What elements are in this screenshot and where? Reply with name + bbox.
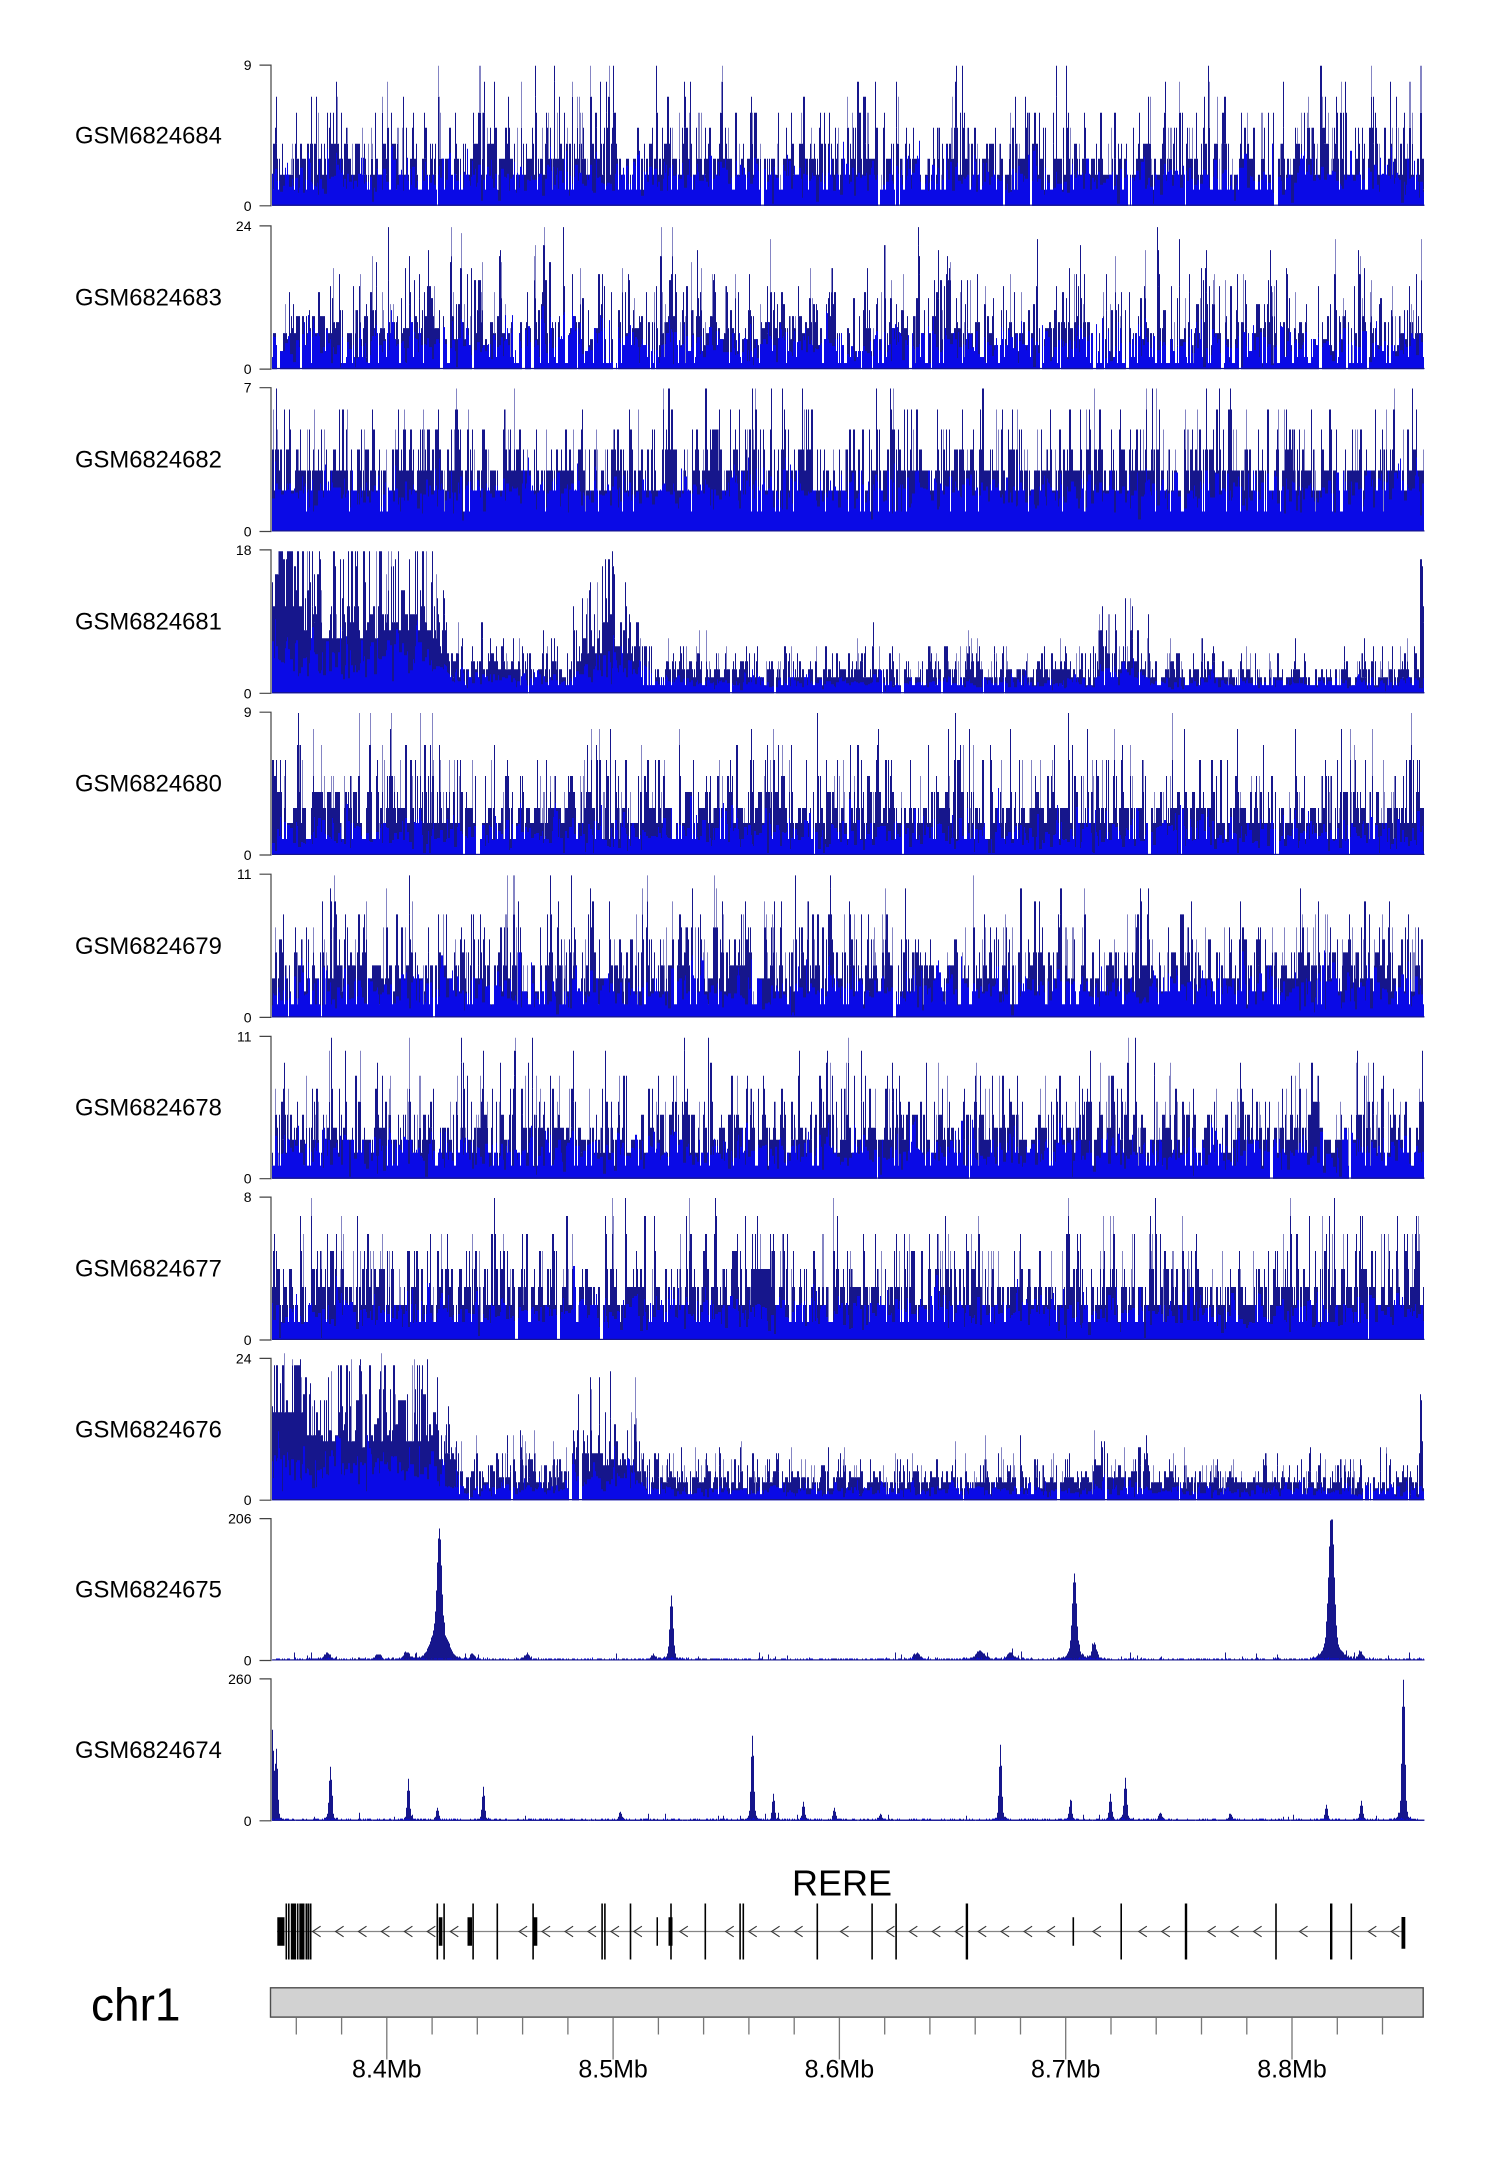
svg-text:11: 11 (237, 866, 252, 882)
svg-text:18: 18 (236, 542, 252, 558)
svg-text:GSM6824677: GSM6824677 (75, 1256, 222, 1283)
svg-text:11: 11 (237, 1028, 252, 1044)
svg-text:8.7Mb: 8.7Mb (1031, 2056, 1100, 2084)
svg-text:chr1: chr1 (91, 1979, 180, 2031)
svg-text:GSM6824681: GSM6824681 (75, 609, 222, 636)
svg-text:0: 0 (244, 198, 252, 214)
svg-text:8: 8 (244, 1189, 252, 1205)
svg-text:0: 0 (244, 1653, 252, 1669)
svg-text:GSM6824676: GSM6824676 (75, 1416, 222, 1443)
svg-text:GSM6824679: GSM6824679 (75, 933, 222, 960)
svg-text:0: 0 (244, 361, 252, 377)
svg-text:9: 9 (244, 57, 252, 73)
svg-text:0: 0 (244, 847, 252, 863)
svg-text:9: 9 (244, 704, 252, 720)
svg-text:0: 0 (244, 1171, 252, 1187)
svg-text:GSM6824683: GSM6824683 (75, 285, 222, 312)
svg-text:0: 0 (244, 524, 252, 540)
svg-text:GSM6824674: GSM6824674 (75, 1737, 222, 1764)
svg-text:0: 0 (244, 1813, 252, 1829)
svg-text:0: 0 (244, 1332, 252, 1348)
svg-text:8.6Mb: 8.6Mb (805, 2056, 874, 2084)
svg-text:8.4Mb: 8.4Mb (352, 2056, 421, 2084)
svg-text:0: 0 (244, 1492, 252, 1508)
svg-text:GSM6824682: GSM6824682 (75, 447, 222, 474)
svg-text:7: 7 (244, 380, 252, 396)
svg-text:0: 0 (244, 1009, 252, 1025)
svg-text:GSM6824678: GSM6824678 (75, 1095, 222, 1122)
svg-text:260: 260 (228, 1671, 252, 1687)
svg-text:24: 24 (236, 218, 252, 234)
svg-text:8.5Mb: 8.5Mb (578, 2056, 647, 2084)
svg-text:GSM6824684: GSM6824684 (75, 122, 222, 149)
svg-text:GSM6824680: GSM6824680 (75, 771, 222, 798)
svg-text:RERE: RERE (792, 1863, 892, 1904)
svg-text:206: 206 (228, 1511, 252, 1527)
svg-text:24: 24 (236, 1350, 252, 1366)
svg-text:8.8Mb: 8.8Mb (1257, 2056, 1326, 2084)
svg-text:GSM6824675: GSM6824675 (75, 1577, 222, 1604)
svg-text:0: 0 (244, 685, 252, 701)
